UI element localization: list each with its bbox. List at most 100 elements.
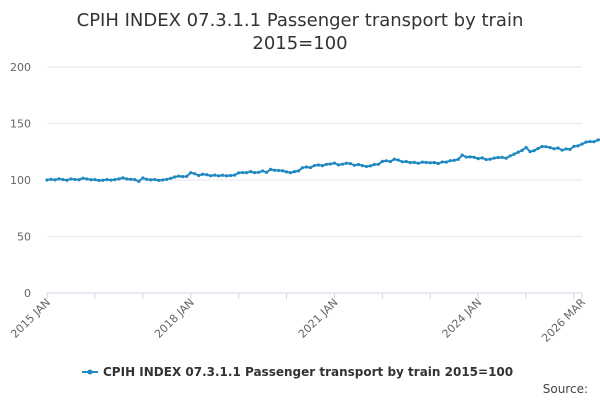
legend-item-label[interactable]: CPIH INDEX 07.3.1.1 Passenger transport …: [103, 365, 513, 379]
data-point[interactable]: [584, 140, 588, 144]
data-point[interactable]: [141, 176, 145, 180]
data-point[interactable]: [245, 171, 249, 175]
data-point[interactable]: [161, 178, 165, 182]
data-point[interactable]: [464, 155, 468, 159]
data-point[interactable]: [576, 144, 580, 148]
data-point[interactable]: [544, 145, 548, 149]
data-point[interactable]: [89, 178, 93, 182]
data-point[interactable]: [201, 172, 205, 176]
data-point[interactable]: [225, 174, 229, 178]
data-point[interactable]: [328, 162, 333, 166]
data-point[interactable]: [356, 162, 361, 167]
data-point[interactable]: [492, 156, 496, 160]
data-point[interactable]: [129, 177, 133, 181]
data-point[interactable]: [596, 138, 600, 142]
data-point[interactable]: [249, 170, 253, 174]
data-point[interactable]: [65, 178, 69, 182]
data-point[interactable]: [304, 165, 309, 169]
data-point[interactable]: [61, 177, 65, 182]
data-point[interactable]: [121, 176, 125, 180]
data-point[interactable]: [420, 160, 424, 164]
data-point[interactable]: [125, 177, 129, 181]
data-point[interactable]: [264, 170, 269, 174]
data-point[interactable]: [516, 150, 520, 154]
data-point[interactable]: [73, 177, 77, 182]
data-point[interactable]: [77, 178, 81, 182]
data-point[interactable]: [105, 177, 109, 182]
data-point[interactable]: [508, 154, 512, 158]
data-point[interactable]: [316, 163, 321, 167]
data-point[interactable]: [468, 155, 472, 159]
data-point[interactable]: [93, 178, 97, 182]
data-point[interactable]: [496, 155, 500, 160]
data-point[interactable]: [53, 178, 57, 182]
data-point[interactable]: [221, 173, 225, 177]
data-point[interactable]: [388, 159, 392, 164]
data-point[interactable]: [448, 159, 452, 163]
data-point[interactable]: [181, 175, 185, 179]
data-point[interactable]: [213, 173, 217, 177]
data-point[interactable]: [380, 159, 384, 163]
data-point[interactable]: [177, 174, 181, 178]
data-point[interactable]: [344, 161, 349, 165]
data-point[interactable]: [272, 168, 277, 172]
data-point[interactable]: [452, 158, 456, 162]
data-point[interactable]: [504, 156, 508, 160]
data-point[interactable]: [376, 162, 380, 166]
data-point[interactable]: [456, 157, 460, 161]
data-point[interactable]: [580, 142, 584, 146]
data-point[interactable]: [428, 161, 432, 165]
data-point[interactable]: [81, 176, 85, 180]
data-point[interactable]: [592, 140, 596, 144]
data-point[interactable]: [348, 162, 353, 166]
data-point[interactable]: [69, 177, 73, 181]
legend[interactable]: CPIH INDEX 07.3.1.1 Passenger transport …: [82, 365, 513, 379]
data-point[interactable]: [57, 177, 61, 181]
data-point[interactable]: [424, 160, 428, 165]
data-point[interactable]: [392, 157, 396, 161]
data-point[interactable]: [229, 173, 233, 178]
data-point[interactable]: [460, 153, 464, 157]
data-point[interactable]: [408, 161, 412, 165]
data-point[interactable]: [209, 174, 213, 178]
data-point[interactable]: [109, 178, 113, 182]
data-point[interactable]: [296, 169, 301, 173]
data-point[interactable]: [117, 177, 121, 181]
data-point[interactable]: [368, 164, 372, 168]
data-point[interactable]: [145, 177, 149, 181]
data-point[interactable]: [564, 147, 568, 151]
data-point[interactable]: [472, 155, 476, 159]
data-point[interactable]: [548, 145, 552, 150]
data-point[interactable]: [480, 156, 484, 160]
series-line[interactable]: [46, 120, 600, 183]
data-point[interactable]: [97, 178, 101, 183]
data-point[interactable]: [556, 146, 560, 150]
data-point[interactable]: [288, 171, 293, 175]
data-point[interactable]: [532, 149, 536, 153]
data-point[interactable]: [241, 170, 245, 175]
data-point[interactable]: [157, 178, 161, 182]
data-point[interactable]: [173, 175, 177, 179]
data-point[interactable]: [560, 148, 564, 152]
data-point[interactable]: [165, 177, 169, 181]
data-point[interactable]: [257, 170, 261, 174]
data-point[interactable]: [280, 169, 285, 173]
data-point[interactable]: [512, 152, 516, 156]
data-point[interactable]: [528, 150, 532, 154]
data-point[interactable]: [444, 160, 448, 164]
data-point[interactable]: [412, 160, 416, 164]
data-point[interactable]: [261, 169, 265, 173]
data-point[interactable]: [540, 144, 544, 149]
data-point[interactable]: [588, 139, 592, 144]
data-point[interactable]: [320, 164, 325, 168]
data-point[interactable]: [536, 146, 540, 151]
data-point[interactable]: [500, 155, 504, 159]
data-point[interactable]: [308, 165, 313, 170]
data-point[interactable]: [372, 162, 376, 167]
data-point[interactable]: [101, 178, 105, 182]
data-point[interactable]: [185, 174, 189, 178]
data-point[interactable]: [352, 163, 357, 167]
data-point[interactable]: [364, 164, 368, 169]
data-point[interactable]: [568, 147, 572, 151]
data-point[interactable]: [153, 177, 157, 182]
